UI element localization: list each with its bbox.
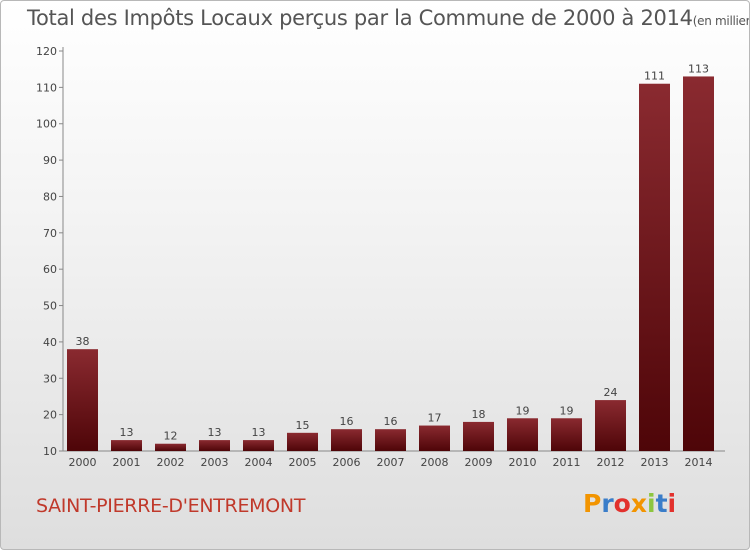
data-label-2006: 16 <box>340 415 354 428</box>
x-tick-label-2010: 2010 <box>509 456 537 469</box>
bar-2000[interactable] <box>67 349 98 451</box>
bar-2009[interactable] <box>463 421 494 451</box>
bar-2013[interactable] <box>639 83 670 452</box>
x-tick-label-2000: 2000 <box>69 456 97 469</box>
logo-letter: r <box>601 489 614 518</box>
bars-group: 38 13 12 13 13 15 16 16 17 18 19 19 24 111 113 <box>67 62 714 452</box>
x-tick-label-2007: 2007 <box>377 456 405 469</box>
y-tick-label: 110 <box>36 81 57 94</box>
data-label-2005: 15 <box>296 419 310 432</box>
data-label-2013: 111 <box>644 70 665 83</box>
data-label-2010: 19 <box>516 404 530 417</box>
y-tick-label: 20 <box>43 409 57 422</box>
x-tick-label-2011: 2011 <box>553 456 581 469</box>
y-tick-label: 40 <box>43 336 57 349</box>
data-label-2001: 13 <box>120 426 134 439</box>
y-tick-label: 50 <box>43 300 57 313</box>
data-label-2000: 38 <box>76 335 90 348</box>
bar-2006[interactable] <box>331 429 362 451</box>
axes: 10 20 30 40 50 60 70 80 90 100 110 120 2000 2001 2002 2… <box>36 45 725 469</box>
data-label-2008: 17 <box>428 412 442 425</box>
y-tick-label: 70 <box>43 227 57 240</box>
data-label-2009: 18 <box>472 408 486 421</box>
y-tick-label: 120 <box>36 45 57 58</box>
logo-letter: i <box>667 489 677 518</box>
unit-label: (en milliers d'€) <box>692 14 750 28</box>
bar-2001[interactable] <box>111 440 142 451</box>
y-tick-label: 10 <box>43 445 57 458</box>
data-label-2012: 24 <box>604 386 618 399</box>
data-label-2011: 19 <box>560 404 574 417</box>
y-tick-label: 90 <box>43 154 57 167</box>
x-tick-label-2003: 2003 <box>201 456 229 469</box>
bar-2010[interactable] <box>507 418 538 451</box>
x-tick-label-2002: 2002 <box>157 456 185 469</box>
x-tick-label-2004: 2004 <box>245 456 273 469</box>
y-tick-label: 100 <box>36 118 57 131</box>
y-tick-label: 80 <box>43 190 57 203</box>
bar-2002[interactable] <box>155 443 186 451</box>
logo-letter: P <box>583 489 602 518</box>
data-label-2004: 13 <box>252 426 266 439</box>
x-tick-label-2008: 2008 <box>421 456 449 469</box>
data-label-2003: 13 <box>208 426 222 439</box>
data-label-2014: 113 <box>688 62 709 75</box>
bar-2004[interactable] <box>243 440 274 451</box>
proxiti-logo[interactable]: Proxiti <box>583 489 676 518</box>
x-tick-label-2005: 2005 <box>289 456 317 469</box>
title-text: Total des Impôts Locaux perçus par la Co… <box>27 6 693 30</box>
commune-name: SAINT-PIERRE-D'ENTREMONT <box>36 495 306 517</box>
y-tick-label: 30 <box>43 372 57 385</box>
y-tick-label: 60 <box>43 263 57 276</box>
data-label-2007: 16 <box>384 415 398 428</box>
bar-2008[interactable] <box>419 425 450 451</box>
bar-2012[interactable] <box>595 400 626 451</box>
logo-letter: o <box>613 489 631 518</box>
logo-letter: t <box>655 489 668 518</box>
bar-2005[interactable] <box>287 432 318 451</box>
logo-letter: i <box>647 489 656 518</box>
x-tick-label-2009: 2009 <box>465 456 493 469</box>
x-tick-label-2014: 2014 <box>685 456 713 469</box>
bar-2003[interactable] <box>199 440 230 451</box>
bar-2011[interactable] <box>551 418 582 451</box>
bar-2007[interactable] <box>375 429 406 451</box>
chart-title: Total des Impôts Locaux perçus par la Co… <box>27 6 750 30</box>
logo-letter: x <box>630 489 647 518</box>
x-tick-label-2006: 2006 <box>333 456 361 469</box>
x-tick-label-2013: 2013 <box>641 456 669 469</box>
x-tick-label-2001: 2001 <box>113 456 141 469</box>
bar-2014[interactable] <box>683 76 714 452</box>
data-label-2002: 12 <box>164 430 178 443</box>
x-tick-label-2012: 2012 <box>597 456 625 469</box>
